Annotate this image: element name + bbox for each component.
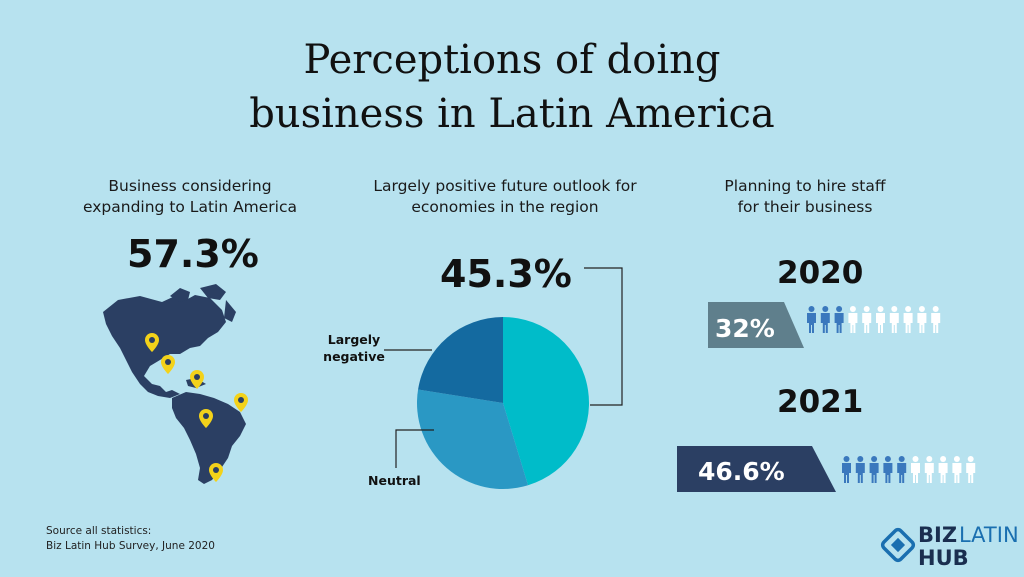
- arctic-island-1: [170, 288, 190, 302]
- label-neutral: Neutral: [368, 473, 421, 488]
- source-note: Source all statistics: Biz Latin Hub Sur…: [46, 524, 215, 554]
- person-empty-icon: [848, 306, 858, 333]
- title-line-1: Perceptions of doing: [303, 37, 721, 83]
- source-line-2: Biz Latin Hub Survey, June 2020: [46, 540, 215, 552]
- arctic-island-2: [200, 284, 226, 300]
- label-largely-negative-line-1: Largely: [327, 332, 381, 347]
- person-empty-icon: [931, 306, 941, 333]
- pct-2020: 32%: [715, 314, 775, 343]
- person-filled-icon: [883, 456, 893, 483]
- source-line-1: Source all statistics:: [46, 525, 152, 537]
- person-filled-icon: [834, 306, 844, 333]
- banner-2020: 32%: [708, 302, 804, 348]
- banner-2020-shape: [708, 302, 804, 348]
- person-filled-icon: [820, 306, 830, 333]
- middle-caption: Largely positive future outlook for econ…: [345, 176, 665, 218]
- map-pin-icon: [199, 409, 213, 428]
- person-empty-icon: [911, 456, 920, 483]
- logo-mark-icon: [880, 527, 916, 563]
- north-america-shape: [103, 295, 226, 398]
- person-filled-icon: [897, 456, 907, 483]
- map-pin-icon: [161, 355, 175, 374]
- middle-caption-line-2: economies in the region: [411, 198, 599, 216]
- left-value: 57.3%: [127, 232, 259, 276]
- title-line-2: business in Latin America: [249, 91, 775, 137]
- biz-latin-hub-logo: BIZ LATIN HUB: [880, 523, 1019, 570]
- banner-2021-shape: [677, 446, 836, 492]
- map-pins: [145, 333, 248, 482]
- person-filled-icon: [869, 456, 879, 483]
- map-pin-icon: [190, 370, 204, 389]
- logo-biz: BIZ: [918, 523, 957, 547]
- outlook-pie-chart: [417, 317, 589, 489]
- person-empty-icon: [966, 456, 976, 483]
- person-filled-icon: [842, 456, 851, 483]
- person-empty-icon: [917, 306, 927, 333]
- pct-2021: 46.6%: [698, 457, 785, 486]
- middle-value: 45.3%: [440, 252, 572, 296]
- label-largely-negative-line-2: negative: [323, 349, 385, 364]
- person-empty-icon: [952, 456, 962, 483]
- pie-slice-largely-negative: [418, 317, 503, 403]
- people-row-2021: [842, 456, 976, 483]
- pie-slice-largely-positive: [503, 317, 589, 486]
- label-largely-negative: Largely negative: [322, 331, 386, 365]
- left-caption: Business considering expanding to Latin …: [60, 176, 320, 218]
- person-empty-icon: [924, 456, 934, 483]
- south-america-shape: [172, 392, 246, 484]
- middle-caption-line-1: Largely positive future outlook for: [373, 177, 637, 195]
- banner-2021: 46.6%: [677, 446, 836, 492]
- logo-latin: LATIN: [959, 523, 1019, 547]
- map-pin-icon: [209, 463, 223, 482]
- map-pin-icon: [234, 393, 248, 412]
- pie-slice-neutral: [417, 389, 529, 489]
- left-caption-line-1: Business considering: [108, 177, 272, 195]
- person-empty-icon: [876, 306, 885, 333]
- leader-lines: [384, 267, 623, 468]
- person-filled-icon: [807, 306, 816, 333]
- americas-map: [103, 284, 246, 484]
- person-empty-icon: [862, 306, 872, 333]
- right-caption-line-2: for their business: [737, 198, 873, 216]
- right-caption-line-1: Planning to hire staff: [724, 177, 886, 195]
- map-pin-icon: [145, 333, 159, 352]
- year-2021: 2021: [777, 384, 864, 420]
- person-filled-icon: [855, 456, 865, 483]
- person-empty-icon: [889, 306, 899, 333]
- person-empty-icon: [903, 306, 913, 333]
- left-caption-line-2: expanding to Latin America: [82, 198, 298, 216]
- person-empty-icon: [938, 456, 948, 483]
- arctic-island-3: [224, 300, 236, 322]
- leader-line-neutral: [395, 429, 434, 468]
- people-row-2020: [807, 306, 941, 333]
- right-caption: Planning to hire staff for their busines…: [700, 176, 910, 218]
- year-2020: 2020: [777, 255, 864, 291]
- logo-hub: HUB: [918, 546, 969, 570]
- leader-line-positive: [584, 267, 623, 406]
